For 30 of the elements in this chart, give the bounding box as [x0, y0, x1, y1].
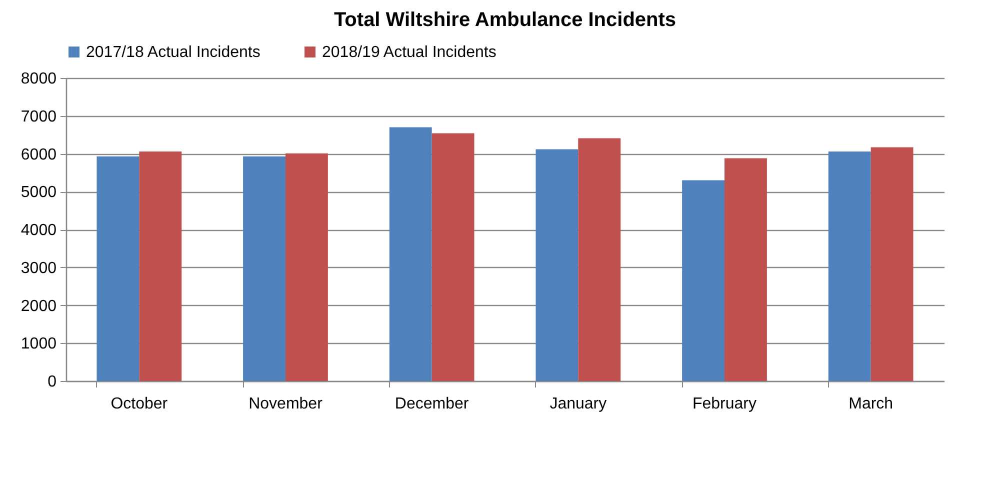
bar [243, 156, 286, 381]
x-tick-label: March [848, 396, 894, 412]
bar [139, 151, 182, 381]
bar [536, 149, 578, 381]
y-tick-label: 6000 [20, 146, 57, 164]
legend-label: 2018/19 Actual Incidents [322, 44, 496, 61]
x-tick-label: November [248, 396, 324, 412]
bar [578, 138, 621, 381]
y-tick-label: 4000 [20, 222, 57, 239]
bar [96, 156, 140, 381]
y-tick-label: 2000 [20, 298, 57, 315]
chart-title: Total Wiltshire Ambulance Incidents [334, 9, 676, 31]
y-tick-label: 1000 [20, 336, 57, 353]
bar [682, 180, 724, 381]
bar [389, 127, 432, 381]
x-tick-label: January [550, 396, 607, 412]
y-tick-label: 8000 [20, 70, 57, 88]
bar [828, 151, 871, 381]
x-tick-label: October [110, 396, 168, 412]
x-tick-label: February [692, 396, 757, 412]
bar [432, 133, 474, 381]
y-tick-label: 0 [48, 374, 57, 390]
y-tick-label: 3000 [20, 260, 57, 277]
bar [870, 147, 914, 381]
y-tick-label: 5000 [20, 184, 57, 202]
bar [286, 153, 328, 381]
bar [724, 158, 767, 381]
x-tick-label: December [394, 396, 470, 412]
y-tick-label: 7000 [20, 108, 57, 126]
legend-label: 2017/18 Actual Incidents [86, 44, 260, 61]
